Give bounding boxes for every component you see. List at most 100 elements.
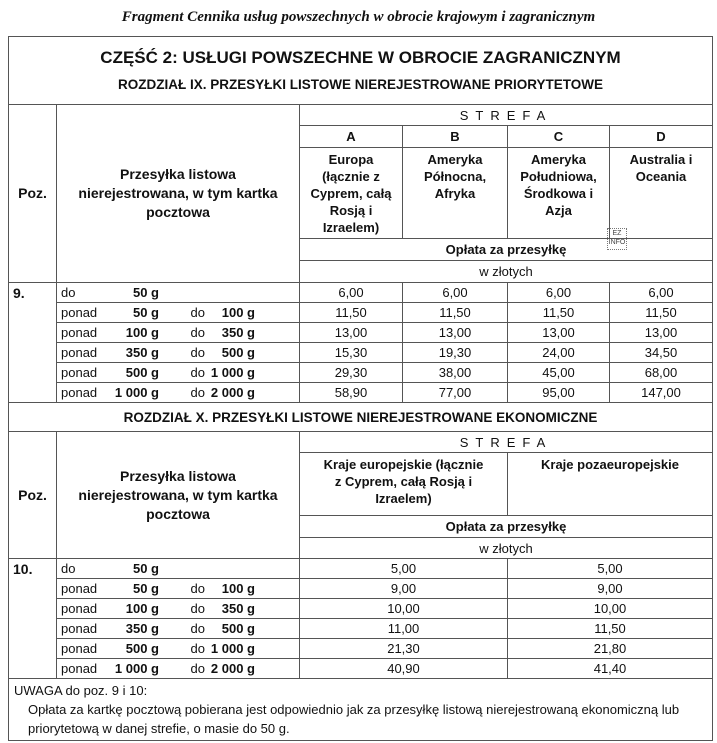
strefa-header: STREFA bbox=[299, 104, 713, 126]
price-cell: 45,00 bbox=[507, 362, 610, 383]
table-row: ponad 500 g do 1 000 g 29,30 38,00 45,00 68,00 bbox=[9, 362, 713, 383]
zone-code: A bbox=[299, 125, 403, 148]
weight-from: 100 g bbox=[125, 325, 159, 340]
price-cell: 19,30 bbox=[402, 342, 508, 363]
weight-from: 350 g bbox=[125, 345, 159, 360]
weight-to-label: do bbox=[190, 325, 205, 340]
weight-to: 500 g bbox=[221, 621, 255, 636]
zone-name: Ameryka Północna, Afryka bbox=[402, 147, 508, 239]
weight-from-label: do bbox=[61, 561, 76, 576]
fee-label: Opłata za przesyłkę bbox=[299, 238, 713, 261]
table-row: ponad 350 g do 500 g 11,00 11,50 bbox=[9, 618, 713, 639]
price-cell: 24,00 bbox=[507, 342, 610, 363]
price-cell: 13,00 bbox=[507, 322, 610, 343]
weight-from: 50 g bbox=[132, 305, 159, 320]
zone-name: Europa (łącznie z Cyprem, całą Rosją i I… bbox=[299, 147, 403, 239]
price-cell: 95,00 bbox=[507, 382, 610, 403]
price-cell: 40,90 bbox=[299, 658, 508, 679]
price-cell: 6,00 bbox=[402, 282, 508, 303]
weight-from: 350 g bbox=[125, 621, 159, 636]
price-cell: 58,90 bbox=[299, 382, 403, 403]
weight-to: 2 000 g bbox=[210, 385, 255, 400]
weight-to: 350 g bbox=[221, 601, 255, 616]
price-cell: 11,50 bbox=[507, 618, 713, 639]
zone-code: D bbox=[609, 125, 713, 148]
weight-to: 2 000 g bbox=[210, 661, 255, 676]
weight-to: 350 g bbox=[221, 325, 255, 340]
weight-range: ponad 350 g do 500 g bbox=[56, 618, 300, 639]
table-row: ponad 50 g do 100 g 11,50 11,50 11,50 11,50 bbox=[9, 302, 713, 323]
weight-to-label: do bbox=[190, 385, 205, 400]
table-row: ponad 350 g do 500 g 15,30 19,30 24,00 34,50 bbox=[9, 342, 713, 363]
price-cell: 77,00 bbox=[402, 382, 508, 403]
weight-from-label: ponad bbox=[61, 365, 98, 380]
unit-label: w złotych bbox=[299, 260, 713, 283]
weight-to-label: do bbox=[190, 581, 205, 596]
weight-from-label: do bbox=[61, 285, 76, 300]
weight-from-label: ponad bbox=[61, 345, 98, 360]
zone-name: Kraje europejskie (łącznie z Cyprem, cał… bbox=[299, 452, 508, 516]
price-cell: 11,50 bbox=[299, 302, 403, 323]
weight-range: ponad 1 000 g do 2 000 g bbox=[56, 658, 300, 679]
weight-from: 1 000 g bbox=[114, 661, 159, 676]
weight-from: 50 g bbox=[132, 581, 159, 596]
weight-from-label: ponad bbox=[61, 601, 98, 616]
price-cell: 6,00 bbox=[507, 282, 610, 303]
weight-range: ponad 50 g do 100 g bbox=[56, 578, 300, 599]
fee-label: Opłata za przesyłkę bbox=[299, 515, 713, 538]
weight-to-label: do bbox=[190, 601, 205, 616]
weight-to: 1 000 g bbox=[210, 641, 255, 656]
weight-range: ponad 1 000 g do 2 000 g bbox=[56, 382, 300, 403]
price-cell: 38,00 bbox=[402, 362, 508, 383]
price-cell: 29,30 bbox=[299, 362, 403, 383]
price-cell: 41,40 bbox=[507, 658, 713, 679]
price-cell: 10,00 bbox=[299, 598, 508, 619]
description-header: Przesyłka listowa nierejestrowana, w tym… bbox=[56, 104, 300, 283]
price-cell: 34,50 bbox=[609, 342, 713, 363]
weight-range: ponad 50 g do 100 g bbox=[56, 302, 300, 323]
price-cell: 21,80 bbox=[507, 638, 713, 659]
price-cell: 21,30 bbox=[299, 638, 508, 659]
weight-range: ponad 500 g do 1 000 g bbox=[56, 362, 300, 383]
weight-to-label: do bbox=[190, 641, 205, 656]
price-cell: 15,30 bbox=[299, 342, 403, 363]
note-text: Opłata za kartkę pocztową pobierana jest… bbox=[28, 702, 680, 736]
part-title: CZĘŚĆ 2: USŁUGI POWSZECHNE W OBROCIE ZAG… bbox=[100, 47, 621, 67]
weight-from-label: ponad bbox=[61, 581, 98, 596]
zone-name: Australia i Oceania bbox=[609, 147, 713, 239]
strefa-header: STREFA bbox=[299, 431, 713, 453]
poz-header: Poz. bbox=[8, 104, 57, 283]
section-title: ROZDZIAŁ X. PRZESYŁKI LISTOWE NIEREJESTR… bbox=[8, 402, 713, 432]
price-cell: 13,00 bbox=[609, 322, 713, 343]
weight-from-label: ponad bbox=[61, 621, 98, 636]
table-row: ponad 100 g do 350 g 13,00 13,00 13,00 13,00 bbox=[9, 322, 713, 343]
weight-to: 1 000 g bbox=[210, 365, 255, 380]
section-title: ROZDZIAŁ IX. PRZESYŁKI LISTOWE NIEREJEST… bbox=[117, 76, 604, 92]
unit-label: w złotych bbox=[299, 537, 713, 559]
weight-from-label: ponad bbox=[61, 661, 98, 676]
weight-to: 100 g bbox=[221, 305, 255, 320]
weight-from: 50 g bbox=[132, 561, 159, 576]
price-cell: 6,00 bbox=[299, 282, 403, 303]
poz-header: Poz. bbox=[8, 431, 57, 559]
weight-range: ponad 100 g do 350 g bbox=[56, 598, 300, 619]
table-row: 9. do 50 g 6,00 6,00 6,00 6,00 bbox=[8, 282, 713, 403]
weight-to-label: do bbox=[190, 621, 205, 636]
note: UWAGA do poz. 9 i 10: Opłata za kartkę p… bbox=[8, 678, 713, 741]
zone-name: Kraje pozaeuropejskie bbox=[507, 452, 713, 516]
weight-from: 50 g bbox=[132, 285, 159, 300]
weight-to-label: do bbox=[190, 305, 205, 320]
description-header: Przesyłka listowa nierejestrowana, w tym… bbox=[56, 431, 300, 559]
weight-to: 500 g bbox=[221, 345, 255, 360]
document-caption: Fragment Cennika usług powszechnych w ob… bbox=[121, 9, 596, 25]
weight-range: ponad 350 g do 500 g bbox=[56, 342, 300, 363]
table-row: ponad 1 000 g do 2 000 g 40,90 41,40 bbox=[9, 658, 713, 679]
zone-code: C bbox=[507, 125, 610, 148]
price-cell: 68,00 bbox=[609, 362, 713, 383]
price-cell: 11,50 bbox=[402, 302, 508, 323]
price-table: CZĘŚĆ 2: USŁUGI POWSZECHNE W OBROCIE ZAG… bbox=[8, 36, 713, 741]
note-heading: UWAGA do poz. 9 i 10: bbox=[14, 683, 148, 698]
price-cell: 5,00 bbox=[299, 558, 508, 579]
weight-from: 100 g bbox=[125, 601, 159, 616]
weight-to-label: do bbox=[190, 345, 205, 360]
